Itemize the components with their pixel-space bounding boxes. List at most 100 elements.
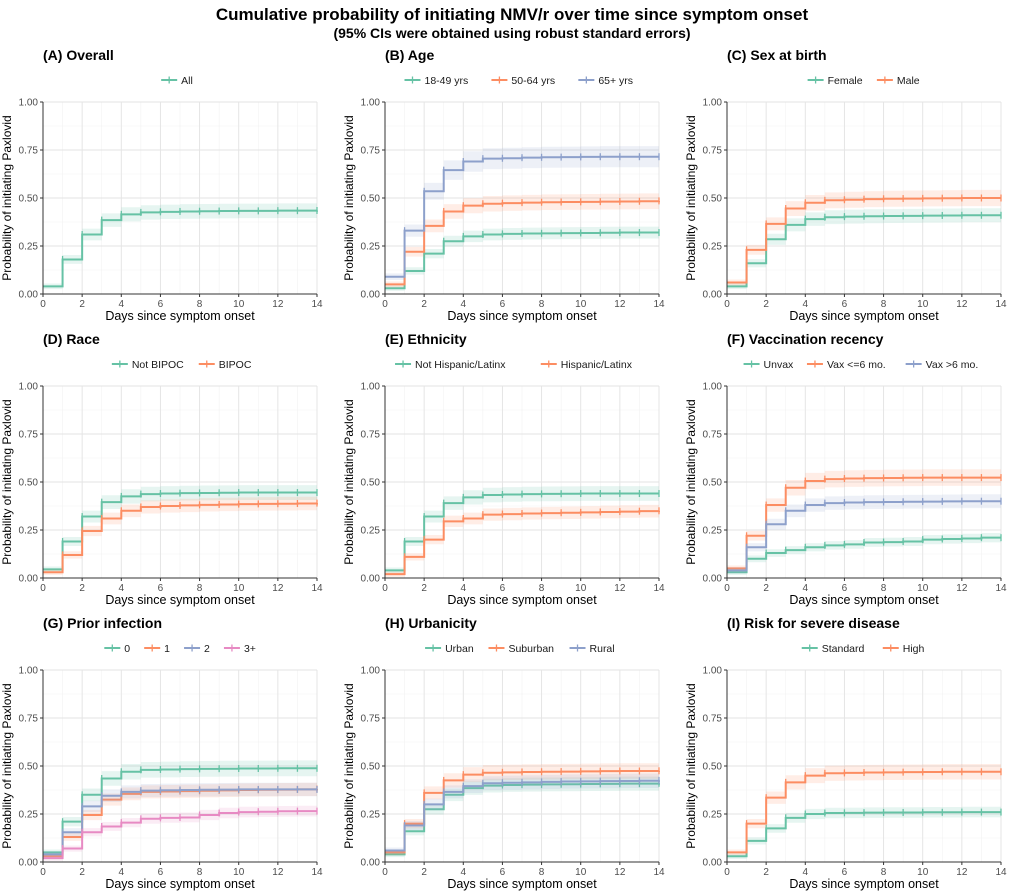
x-tick-label: 8 (197, 867, 203, 878)
y-tick-label: 0.25 (703, 810, 723, 821)
y-tick-label: 0.00 (19, 858, 39, 869)
x-tick-label: 14 (311, 583, 323, 594)
y-tick-label: 0.50 (361, 762, 381, 773)
ci-band (727, 469, 1001, 572)
legend: Not Hispanic/Latinx Hispanic/Latinx (395, 359, 633, 371)
y-tick-label: 1.00 (19, 98, 39, 109)
legend-label: High (903, 643, 925, 655)
x-tick-label: 10 (917, 299, 929, 310)
legend-item: Not Hispanic/Latinx (395, 359, 506, 371)
x-tick-label: 14 (653, 299, 665, 310)
x-tick-label: 14 (653, 867, 665, 878)
legend-label: Hispanic/Latinx (561, 359, 633, 371)
legend-item: Suburban (488, 643, 554, 655)
x-tick-label: 14 (995, 583, 1007, 594)
y-axis-title: Probability of initiating Paxlovid (684, 399, 698, 564)
y-axis-title: Probability of initiating Paxlovid (0, 399, 14, 564)
y-tick-label: 0.00 (361, 858, 381, 869)
x-axis-title: Days since symptom onset (447, 593, 597, 607)
legend: 0 1 2 3+ (104, 643, 256, 655)
series-line (727, 770, 1001, 854)
ci-band (727, 494, 1001, 574)
y-tick-label: 0.50 (19, 478, 39, 489)
legend-item: 0 (104, 643, 130, 655)
x-tick-label: 2 (421, 583, 427, 594)
x-tick-label: 0 (382, 299, 388, 310)
legend-item: Standard (801, 643, 864, 655)
legend-item: 18-49 yrs (404, 75, 469, 87)
legend-label: 18-49 yrs (425, 75, 469, 87)
legend-item: High (882, 643, 925, 655)
x-tick-label: 8 (197, 299, 203, 310)
ci-band (385, 226, 659, 291)
legend: Female Male (807, 75, 920, 87)
x-tick-label: 6 (158, 583, 164, 594)
legend: Unvax Vax <=6 mo. Vax >6 mo. (743, 359, 978, 371)
chart-panel: 0 2 4 6 8 10 12 14 0.00 0.25 0.50 0.75 1.00 Days sinc… (684, 615, 1007, 891)
x-tick-label: 14 (311, 299, 323, 310)
legend-item: Female (807, 75, 863, 87)
x-tick-label: 0 (40, 583, 46, 594)
ci-band (385, 486, 659, 574)
x-tick-label: 10 (917, 867, 929, 878)
y-tick-label: 1.00 (19, 382, 39, 393)
ci-band (385, 763, 659, 856)
panel-title: (H) Urbanicity (385, 615, 477, 631)
ci-band (385, 773, 659, 854)
ci-band (43, 782, 317, 858)
x-tick-label: 8 (881, 583, 887, 594)
y-tick-label: 0.75 (361, 146, 381, 157)
y-tick-label: 0.50 (703, 762, 723, 773)
legend: Urban Suburban Rural (425, 643, 615, 655)
legend-item: Urban (425, 643, 474, 655)
legend-label: Rural (590, 643, 615, 655)
x-tick-label: 2 (763, 867, 769, 878)
y-tick-label: 0.75 (361, 714, 381, 725)
legend-label: BIPOC (219, 359, 252, 371)
x-axis-title: Days since symptom onset (789, 593, 939, 607)
y-tick-label: 1.00 (703, 666, 723, 677)
legend-item: Male (876, 75, 920, 87)
x-axis-title: Days since symptom onset (105, 877, 255, 891)
ci-band (43, 203, 317, 290)
y-tick-label: 0.25 (703, 526, 723, 537)
x-tick-label: 10 (233, 867, 245, 878)
x-tick-label: 2 (763, 299, 769, 310)
x-tick-label: 0 (724, 583, 730, 594)
y-tick-label: 0.25 (19, 810, 39, 821)
y-tick-label: 1.00 (703, 382, 723, 393)
y-tick-label: 0.75 (703, 430, 723, 441)
ci-band (727, 806, 1001, 859)
ci-band (385, 192, 659, 288)
x-tick-label: 4 (119, 299, 125, 310)
x-tick-label: 2 (421, 299, 427, 310)
x-axis-title: Days since symptom onset (447, 877, 597, 891)
ci-band (43, 496, 317, 575)
x-tick-label: 14 (653, 583, 665, 594)
x-tick-label: 4 (119, 583, 125, 594)
legend-item: 2 (184, 643, 210, 655)
x-tick-label: 4 (461, 867, 467, 878)
chart-panel: 0 2 4 6 8 10 12 14 0.00 0.25 0.50 0.75 1.00 Days sinc… (342, 615, 665, 891)
y-tick-label: 0.50 (19, 762, 39, 773)
ci-band (43, 760, 317, 856)
y-tick-label: 0.25 (361, 526, 381, 537)
x-axis-title: Days since symptom onset (789, 877, 939, 891)
x-tick-label: 4 (803, 583, 809, 594)
x-tick-label: 4 (803, 867, 809, 878)
x-tick-label: 0 (40, 299, 46, 310)
legend-item: Hispanic/Latinx (540, 359, 633, 371)
x-tick-label: 10 (575, 583, 587, 594)
ci-band (727, 532, 1001, 575)
y-tick-label: 0.75 (361, 430, 381, 441)
legend-item: BIPOC (198, 359, 252, 371)
y-axis-title: Probability of initiating Paxlovid (684, 115, 698, 280)
x-tick-label: 6 (842, 583, 848, 594)
x-tick-label: 10 (575, 299, 587, 310)
legend-label: 0 (124, 643, 130, 655)
x-tick-label: 14 (995, 299, 1007, 310)
x-tick-label: 8 (539, 299, 545, 310)
panel-title: (C) Sex at birth (727, 47, 827, 63)
legend-label: 65+ yrs (598, 75, 633, 87)
